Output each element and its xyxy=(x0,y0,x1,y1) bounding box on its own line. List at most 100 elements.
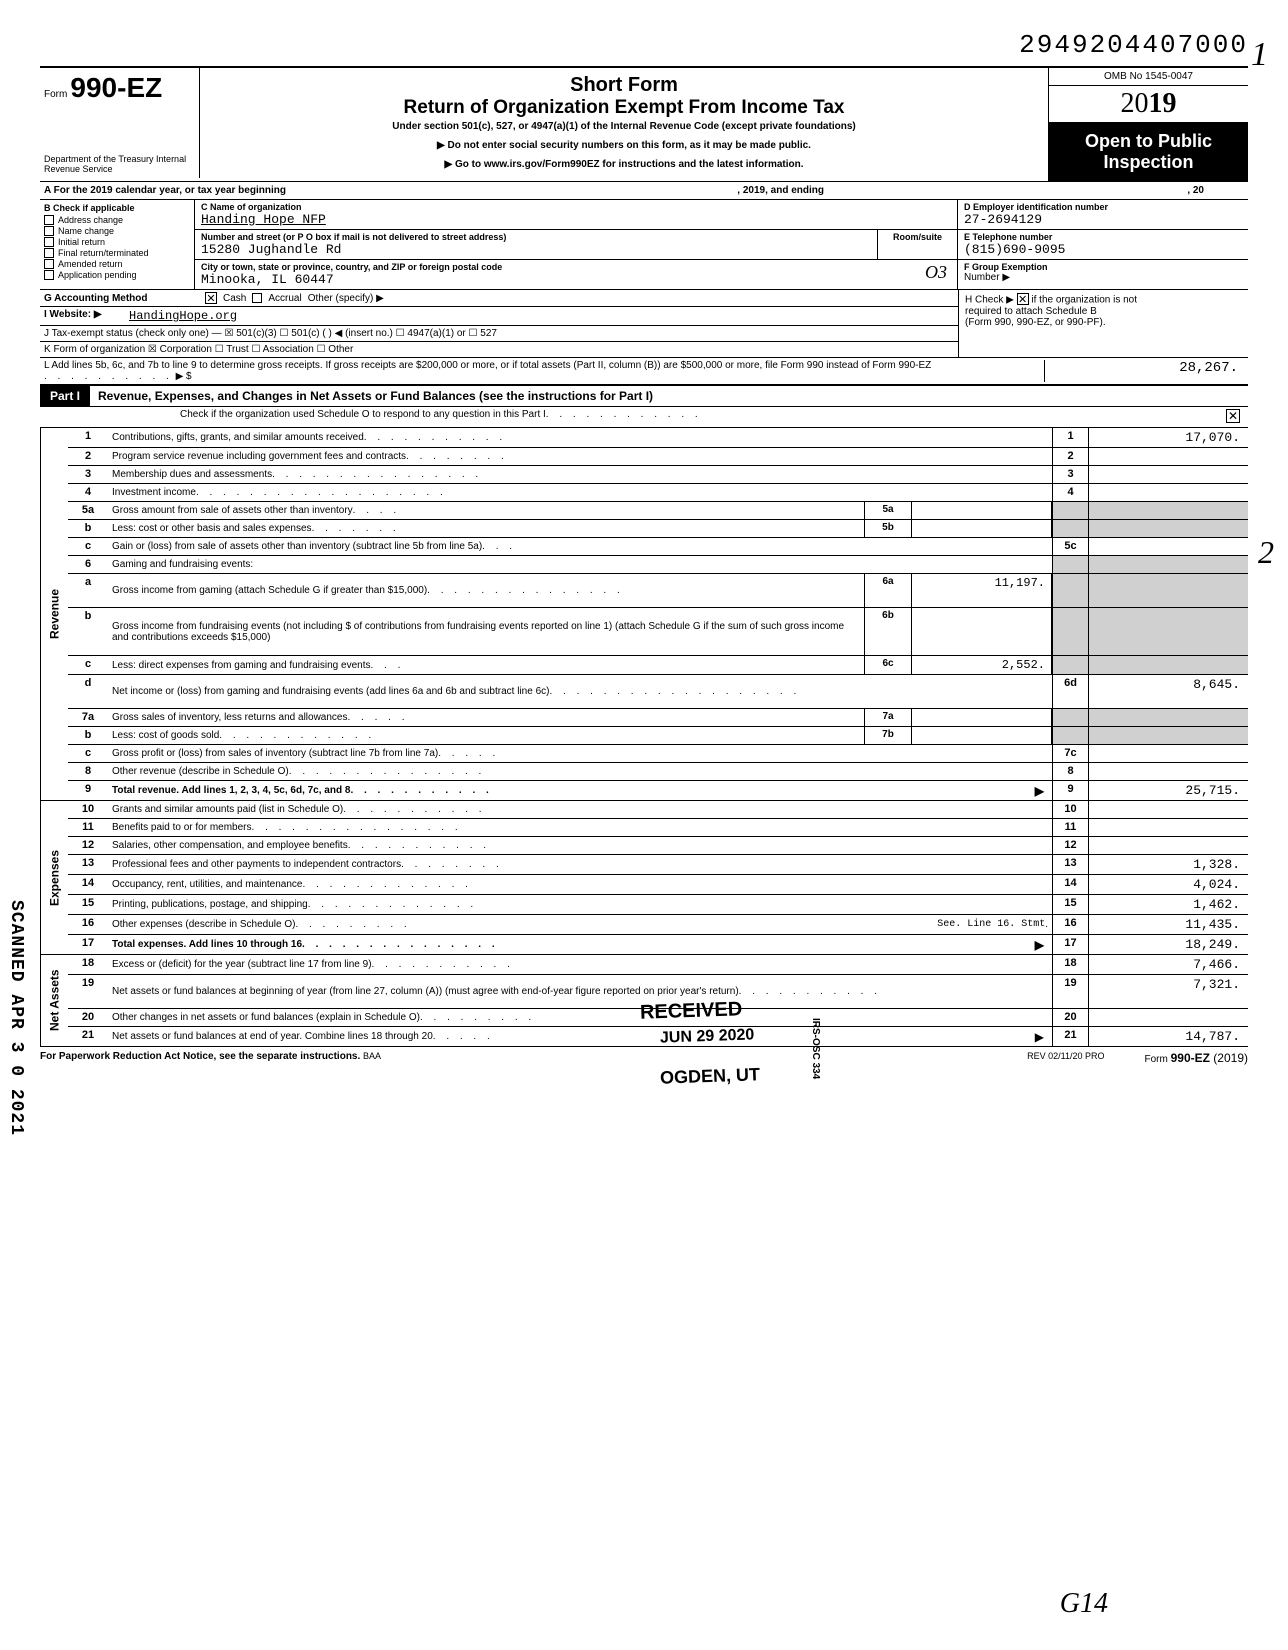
checkbox-cash-checked[interactable] xyxy=(205,292,217,304)
f-number-label: Number ▶ xyxy=(964,272,1242,283)
checkbox-initial-return[interactable] xyxy=(44,237,54,247)
line-8-desc: Other revenue (describe in Schedule O) xyxy=(112,766,289,777)
section-def: D Employer identification number 27-2694… xyxy=(958,200,1248,289)
return-title: Return of Organization Exempt From Incom… xyxy=(210,97,1038,119)
line-3-desc: Membership dues and assessments xyxy=(112,469,272,480)
inner-7b-val xyxy=(912,727,1052,744)
tax-year: 2019 xyxy=(1049,86,1248,123)
form-number: 990-EZ xyxy=(70,72,162,103)
row-g: G Accounting Method Cash Accrual Other (… xyxy=(40,290,958,307)
line-6-desc: Gaming and fundraising events: xyxy=(112,559,253,570)
footer: For Paperwork Reduction Act Notice, see … xyxy=(40,1047,1248,1069)
org-name: Handing Hope NFP xyxy=(201,212,951,227)
checkbox-name-change[interactable] xyxy=(44,226,54,236)
form-prefix: Form xyxy=(44,89,67,100)
h-text3: required to attach Schedule B xyxy=(965,306,1097,317)
cb-label-2: Initial return xyxy=(58,237,105,247)
expenses-label: Expenses xyxy=(40,801,68,954)
l-arrow: ▶ $ xyxy=(176,371,192,382)
title-block: Short Form Return of Organization Exempt… xyxy=(200,68,1048,176)
inner-7a: 7a xyxy=(864,709,912,726)
line-13-val: 1,328. xyxy=(1088,855,1248,874)
line-5b-desc: Less: cost or other basis and sales expe… xyxy=(112,523,312,534)
inner-5b-val xyxy=(912,520,1052,537)
checkbox-application-pending[interactable] xyxy=(44,270,54,280)
net-assets-label: Net Assets xyxy=(40,955,68,1046)
line-1-desc: Contributions, gifts, grants, and simila… xyxy=(112,432,364,443)
part-1-tab: Part I xyxy=(40,386,90,406)
c-city-label: City or town, state or province, country… xyxy=(201,262,951,272)
line-7b-desc: Less: cost of goods sold xyxy=(112,730,219,741)
inner-5a-val xyxy=(912,502,1052,519)
f-label: F Group Exemption xyxy=(964,262,1242,272)
h-text2: if the organization is not xyxy=(1031,295,1137,306)
line-20-val xyxy=(1088,1009,1248,1026)
line-5a-desc: Gross amount from sale of assets other t… xyxy=(112,505,353,516)
row-j-tax-exempt: J Tax-exempt status (check only one) — ☒… xyxy=(40,326,958,342)
checkbox-h-checked[interactable] xyxy=(1017,293,1029,305)
footer-paperwork: For Paperwork Reduction Act Notice, see … xyxy=(40,1051,360,1062)
part-1-schedule-o: Check if the organization used Schedule … xyxy=(40,407,1248,428)
line-16-desc: Other expenses (describe in Schedule O) xyxy=(112,919,295,930)
short-form-title: Short Form xyxy=(210,74,1038,97)
section-h: H Check ▶ if the organization is not req… xyxy=(958,290,1248,358)
line-13-desc: Professional fees and other payments to … xyxy=(112,859,401,870)
line-16-extra: See. Line 16. Stmt xyxy=(937,919,1045,930)
part-1-header: Part I Revenue, Expenses, and Changes in… xyxy=(40,385,1248,407)
row-a-mid: , 2019, and ending xyxy=(737,185,824,196)
g-other: Other (specify) ▶ xyxy=(308,293,384,304)
h-text4: (Form 990, 990-EZ, or 990-PF). xyxy=(965,317,1106,328)
line-19-desc: Net assets or fund balances at beginning… xyxy=(112,986,739,997)
line-21-desc: Net assets or fund balances at end of ye… xyxy=(112,1031,433,1042)
inner-6c-val: 2,552. xyxy=(912,656,1052,674)
line-14-val: 4,024. xyxy=(1088,875,1248,894)
cb-label-0: Address change xyxy=(58,215,123,225)
line-10-val xyxy=(1088,801,1248,818)
line-6a-desc: Gross income from gaming (attach Schedul… xyxy=(112,585,427,596)
line-9-desc: Total revenue. Add lines 1, 2, 3, 4, 5c,… xyxy=(112,785,350,796)
org-city: Minooka, IL 60447 xyxy=(201,272,951,287)
line-12-val xyxy=(1088,837,1248,854)
line-6d-val: 8,645. xyxy=(1088,675,1248,708)
inner-6c: 6c xyxy=(864,656,912,674)
g-cash: Cash xyxy=(223,293,246,304)
row-l: L Add lines 5b, 6c, and 7b to line 9 to … xyxy=(40,358,1248,385)
line-2-val xyxy=(1088,448,1248,465)
schedule-o-checkbox-checked[interactable] xyxy=(1226,409,1240,423)
line-1-val: 17,070. xyxy=(1088,428,1248,447)
line-12-desc: Salaries, other compensation, and employ… xyxy=(112,840,348,851)
section-b: B Check if applicable Address change Nam… xyxy=(40,200,195,289)
line-7c-desc: Gross profit or (loss) from sales of inv… xyxy=(112,748,438,759)
h-text1: H Check ▶ xyxy=(965,295,1014,306)
line-18-desc: Excess or (deficit) for the year (subtra… xyxy=(112,959,372,970)
line-4-desc: Investment income xyxy=(112,487,196,498)
room-suite-label: Room/suite xyxy=(877,230,957,259)
checkbox-accrual[interactable] xyxy=(252,293,262,303)
l-text: L Add lines 5b, 6c, and 7b to line 9 to … xyxy=(44,360,931,371)
c-street-label: Number and street (or P O box if mail is… xyxy=(201,232,871,242)
instr-url: ▶ Go to www.irs.gov/Form990EZ for instru… xyxy=(210,159,1038,170)
checkbox-amended-return[interactable] xyxy=(44,259,54,269)
row-a-right: , 20 xyxy=(824,185,1244,196)
website-value: HandingHope.org xyxy=(129,309,237,323)
inner-6a: 6a xyxy=(864,574,912,607)
cb-label-3: Final return/terminated xyxy=(58,248,149,258)
row-a-left: A For the 2019 calendar year, or tax yea… xyxy=(44,185,737,196)
checkbox-address-change[interactable] xyxy=(44,215,54,225)
footer-form: Form 990-EZ (2019) xyxy=(1145,1051,1249,1065)
line-15-val: 1,462. xyxy=(1088,895,1248,914)
line-3-val xyxy=(1088,466,1248,483)
inner-7a-val xyxy=(912,709,1052,726)
inner-5a: 5a xyxy=(864,502,912,519)
inner-6b-val xyxy=(912,608,1052,655)
line-5c-val xyxy=(1088,538,1248,555)
checkbox-final-return[interactable] xyxy=(44,248,54,258)
cb-label-4: Amended return xyxy=(58,259,123,269)
line-6d-desc: Net income or (loss) from gaming and fun… xyxy=(112,686,549,697)
line-11-desc: Benefits paid to or for members xyxy=(112,822,252,833)
d-label: D Employer identification number xyxy=(964,202,1242,212)
line-6c-desc: Less: direct expenses from gaming and fu… xyxy=(112,660,370,671)
line-14-desc: Occupancy, rent, utilities, and maintena… xyxy=(112,879,302,890)
handwritten-o3: O3 xyxy=(925,262,947,283)
e-label: E Telephone number xyxy=(964,232,1242,242)
